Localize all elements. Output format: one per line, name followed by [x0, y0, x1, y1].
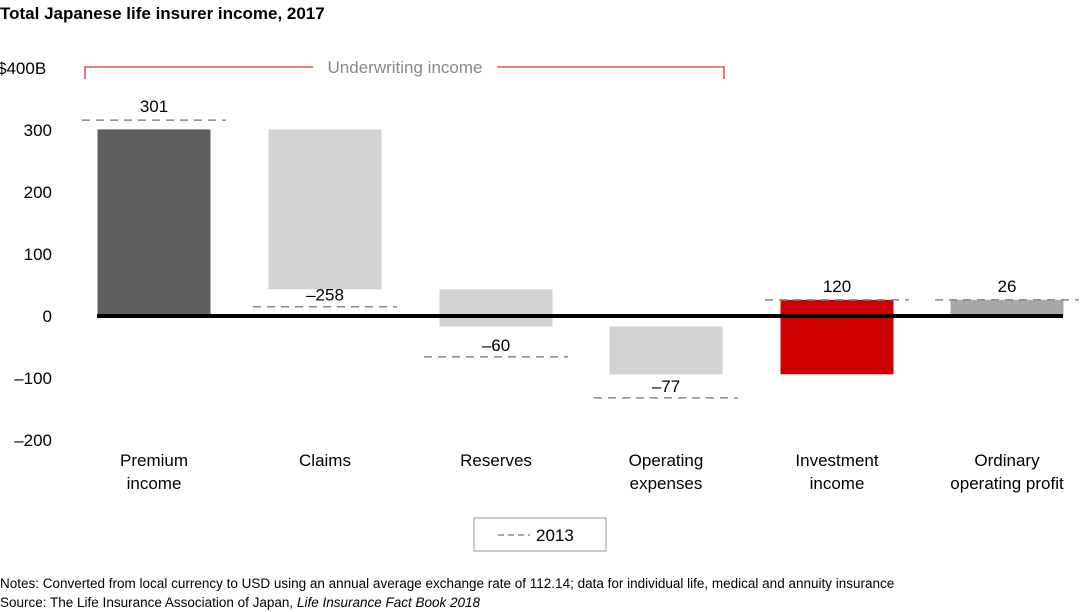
chart-title: Total Japanese life insurer income, 2017: [0, 4, 325, 23]
y-tick-label: –200: [14, 431, 52, 450]
value-label: –77: [652, 377, 680, 396]
category-label: income: [810, 474, 865, 493]
y-tick-label: 0: [43, 307, 52, 326]
bar-2: [439, 289, 553, 327]
y-tick-label: 300: [24, 121, 52, 140]
category-label: Ordinary: [974, 451, 1040, 470]
source: Source: The Life Insurance Association o…: [0, 595, 481, 610]
y-tick-label: –100: [14, 369, 52, 388]
notes: Notes: Converted from local currency to …: [0, 576, 894, 591]
bar-1: [268, 129, 382, 290]
y-tick-label: 100: [24, 245, 52, 264]
bar-5: [950, 299, 1064, 316]
value-label: 120: [823, 277, 851, 296]
y-tick-label: $400B: [0, 59, 46, 78]
category-label: expenses: [630, 474, 703, 493]
bar-3: [609, 326, 723, 375]
source-title: Life Insurance Fact Book 2018: [297, 595, 481, 610]
category-label: operating profit: [950, 474, 1064, 493]
bracket-label: Underwriting income: [328, 58, 483, 77]
category-label: Operating: [629, 451, 704, 470]
bar-0: [97, 129, 211, 316]
category-label: Premium: [120, 451, 188, 470]
value-label: –60: [482, 336, 510, 355]
source-prefix: Source: The Life Insurance Association o…: [0, 595, 297, 610]
category-label: Reserves: [460, 451, 532, 470]
underwriting-bracket: [84, 66, 725, 79]
value-label: 26: [998, 277, 1017, 296]
legend-box: [473, 517, 607, 552]
value-label: –258: [306, 286, 344, 305]
value-label: 301: [140, 97, 168, 116]
category-label: Investment: [795, 451, 878, 470]
bar-4: [780, 299, 894, 375]
y-tick-label: 200: [24, 183, 52, 202]
legend: 2013: [473, 517, 607, 552]
category-label: income: [127, 474, 182, 493]
category-label: Claims: [299, 451, 351, 470]
legend-label: 2013: [536, 526, 574, 545]
